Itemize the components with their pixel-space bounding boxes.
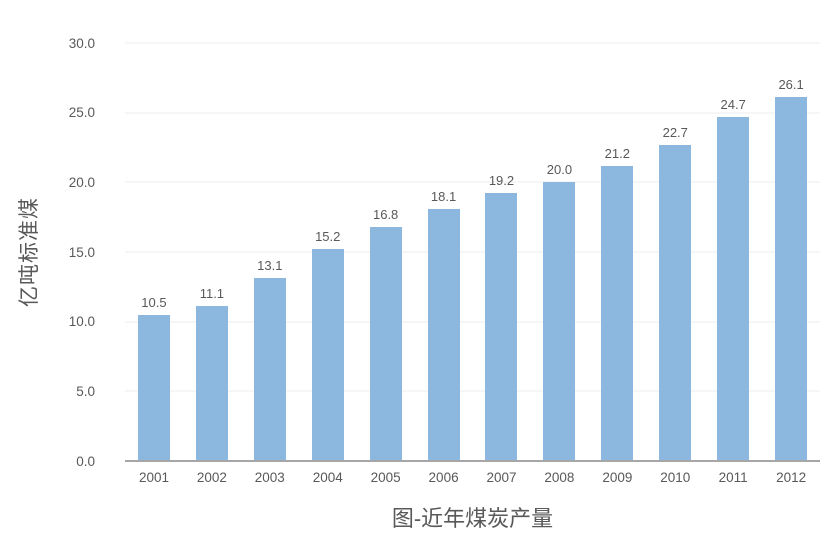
bar-slot: 16.8 — [357, 43, 415, 461]
bar-value-label: 11.1 — [199, 286, 225, 302]
gridline — [125, 390, 820, 392]
bar-value-label: 16.8 — [372, 206, 399, 222]
bar-slot: 24.7 — [704, 43, 762, 461]
gridline — [125, 321, 820, 323]
x-tick-label: 2012 — [776, 470, 807, 485]
bar-slot: 10.5 — [125, 43, 183, 461]
bar-value-label: 19.2 — [488, 173, 515, 189]
bar-slot: 19.2 — [473, 43, 531, 461]
x-tick-label: 2004 — [312, 470, 343, 485]
x-tick-label: 2009 — [602, 470, 633, 485]
bar-2009 — [601, 165, 634, 461]
bar-value-label: 18.1 — [430, 188, 457, 204]
y-tick-label: 10.0 — [68, 313, 95, 329]
bar-2010 — [659, 144, 692, 461]
y-axis-tick-labels: 0.0 5.0 10.0 15.0 20.0 25.0 30.0 — [0, 36, 110, 467]
bar-2002 — [195, 306, 228, 461]
x-axis-tick-labels: 2001 2002 2003 2004 2005 2006 2007 2008 2009 2010… — [125, 470, 820, 486]
y-tick-label: 25.0 — [68, 104, 95, 120]
y-tick-label: 5.0 — [76, 383, 95, 399]
x-tick-label: 2006 — [428, 470, 459, 485]
bar-slot: 26.1 — [762, 43, 820, 461]
gridline — [125, 42, 820, 44]
x-tick-label: 2007 — [486, 470, 517, 485]
bar-value-label: 22.7 — [662, 124, 688, 140]
bar-slot: 22.7 — [646, 43, 704, 461]
x-tick-label: 2008 — [544, 470, 575, 485]
bar-2007 — [485, 193, 518, 461]
bar-2001 — [137, 314, 170, 461]
x-tick-label: 2005 — [370, 470, 401, 485]
bars: 10.5 11.1 13.1 15.2 16.8 18.1 19.2 20.0 21.2 22.7… — [125, 43, 820, 461]
bar-2008 — [543, 182, 576, 461]
bar-2012 — [775, 97, 808, 461]
x-tick-label: 2010 — [660, 470, 691, 485]
gridlines — [125, 42, 820, 461]
plot-area: 10.5 11.1 13.1 15.2 16.8 18.1 19.2 20.0 21.2 22.7… — [125, 42, 820, 462]
bar-slot: 18.1 — [415, 43, 473, 461]
y-tick-label: 20.0 — [68, 174, 95, 190]
x-tick-label: 2003 — [254, 470, 285, 485]
bar-2005 — [369, 226, 402, 461]
bar-slot: 11.1 — [183, 43, 241, 461]
chart-title: 图-近年煤炭产量 — [391, 506, 554, 531]
bar-slot: 15.2 — [299, 43, 357, 461]
bar-value-label: 20.0 — [546, 162, 573, 178]
gridline — [125, 112, 820, 114]
x-tick-label: 2002 — [196, 470, 227, 485]
y-tick-label: 15.0 — [68, 244, 95, 260]
x-tick-label: 2001 — [138, 470, 169, 485]
y-tick-label: 0.0 — [76, 453, 95, 469]
bar-2003 — [253, 278, 286, 461]
bar-value-label: 26.1 — [778, 77, 804, 93]
bar-value-label: 21.2 — [604, 145, 630, 161]
bar-value-label: 13.1 — [257, 258, 283, 274]
bar-2011 — [717, 116, 750, 461]
bar-2004 — [311, 249, 344, 461]
bar-2006 — [427, 208, 460, 461]
bar-value-label: 24.7 — [720, 96, 746, 112]
x-tick-label: 2011 — [718, 470, 748, 485]
bar-value-label: 15.2 — [315, 229, 341, 245]
bar-slot: 13.1 — [241, 43, 299, 461]
bar-value-label: 10.5 — [141, 294, 167, 310]
gridline — [125, 251, 820, 253]
y-tick-label: 30.0 — [68, 35, 95, 51]
bar-slot: 20.0 — [530, 43, 588, 461]
bar-slot: 21.2 — [588, 43, 646, 461]
gridline — [125, 181, 820, 183]
x-axis-line — [125, 460, 820, 462]
